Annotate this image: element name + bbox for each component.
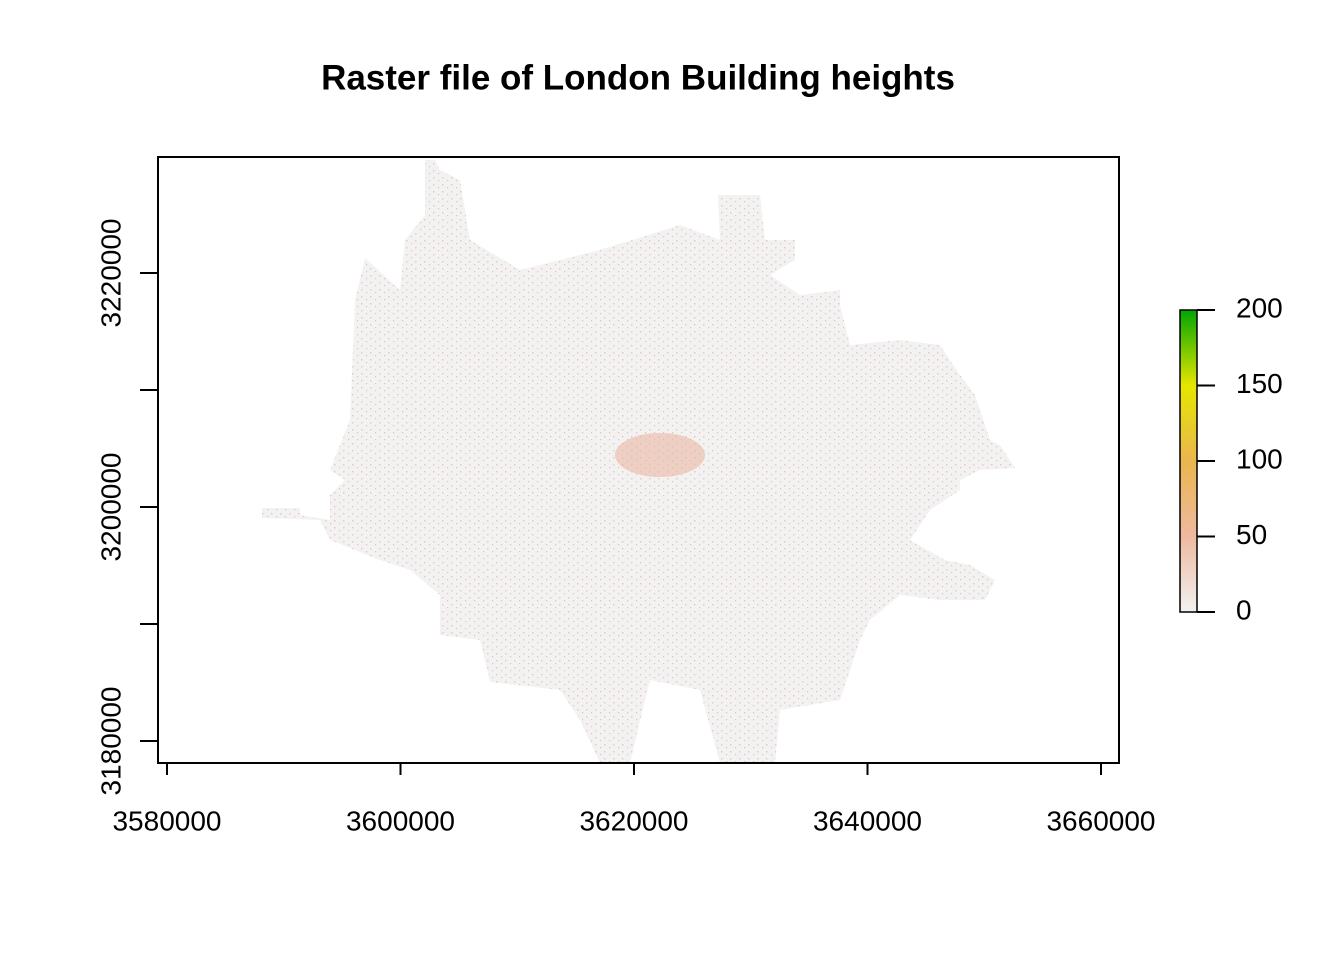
x-tick-label: 3620000 bbox=[579, 805, 688, 836]
colorbar-tick-label: 0 bbox=[1236, 594, 1252, 625]
chart-title: Raster file of London Building heights bbox=[321, 58, 955, 97]
x-tick-label: 3660000 bbox=[1046, 805, 1155, 836]
y-tick-label: 3200000 bbox=[95, 452, 126, 561]
y-tick-label: 3220000 bbox=[95, 218, 126, 327]
colorbar-tick-label: 100 bbox=[1236, 443, 1283, 474]
colorbar-tick-label: 200 bbox=[1236, 292, 1283, 323]
x-tick-label: 3580000 bbox=[112, 805, 221, 836]
x-tick-label: 3640000 bbox=[813, 805, 922, 836]
y-tick-label: 3180000 bbox=[95, 686, 126, 795]
dense-centre bbox=[615, 433, 705, 477]
colorbar bbox=[1179, 309, 1198, 613]
colorbar-tick-label: 150 bbox=[1236, 368, 1283, 399]
x-tick-label: 3600000 bbox=[346, 805, 455, 836]
colorbar-tick-label: 50 bbox=[1236, 519, 1267, 550]
